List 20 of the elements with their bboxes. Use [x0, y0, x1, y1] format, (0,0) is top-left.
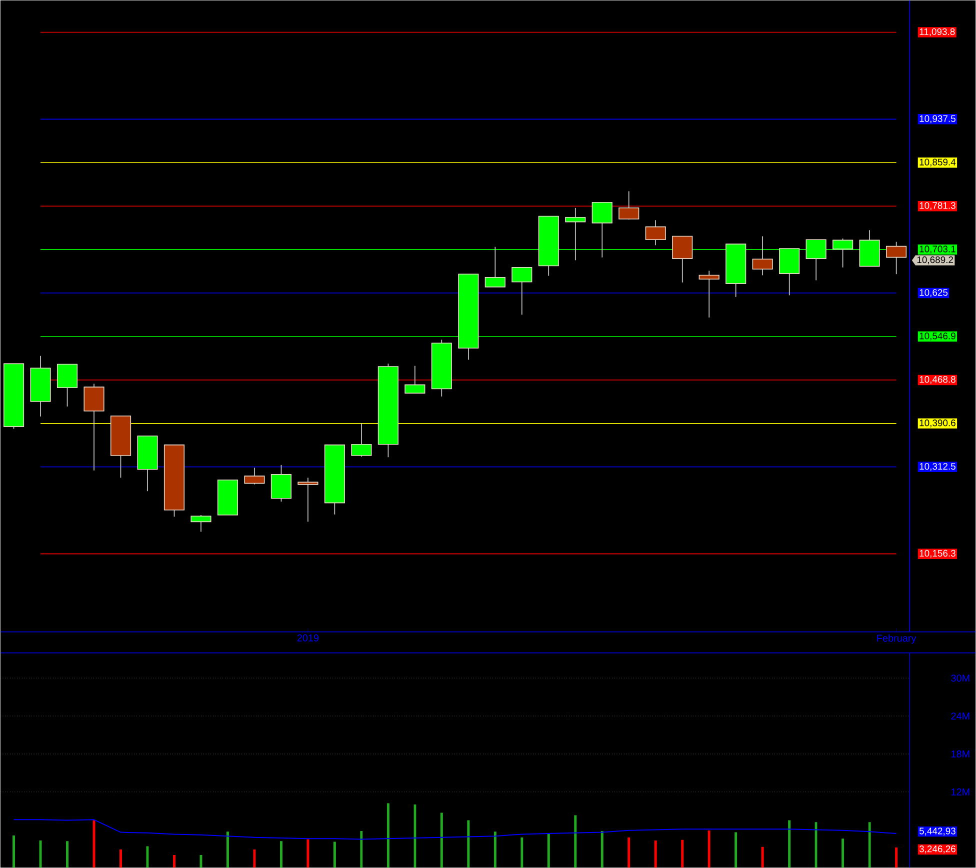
y-tick-label: 10,781.3: [920, 202, 956, 210]
y-tick-label: 10,546.9: [920, 332, 956, 340]
y-tick-label: 10,625: [920, 289, 948, 297]
text: 10,689.2: [917, 256, 954, 264]
y-tick-label: 10,156.3: [920, 550, 956, 558]
y-tick-label: 10,703.1: [920, 246, 956, 254]
x-tick-label: 2019: [297, 634, 319, 642]
text: 3,246,26: [919, 846, 956, 854]
y-tick-label: 10,859.4: [920, 158, 956, 167]
y-tick-label: 18M: [952, 750, 970, 758]
text: 5,442,93: [919, 828, 956, 836]
y-tick-label: 10,937.5: [920, 115, 956, 124]
y-tick-label: 10,312.5: [920, 462, 956, 471]
y-tick-label: 11,093.8: [920, 28, 955, 36]
y-tick-label: 24M: [951, 712, 970, 720]
y-tick-label: 10,468.8: [920, 376, 956, 384]
y-tick-label: 10,390.6: [920, 419, 956, 428]
y-tick-label: 30M: [951, 674, 970, 682]
x-tick-label: February: [877, 634, 916, 644]
y-tick-label: 12M: [952, 788, 970, 796]
